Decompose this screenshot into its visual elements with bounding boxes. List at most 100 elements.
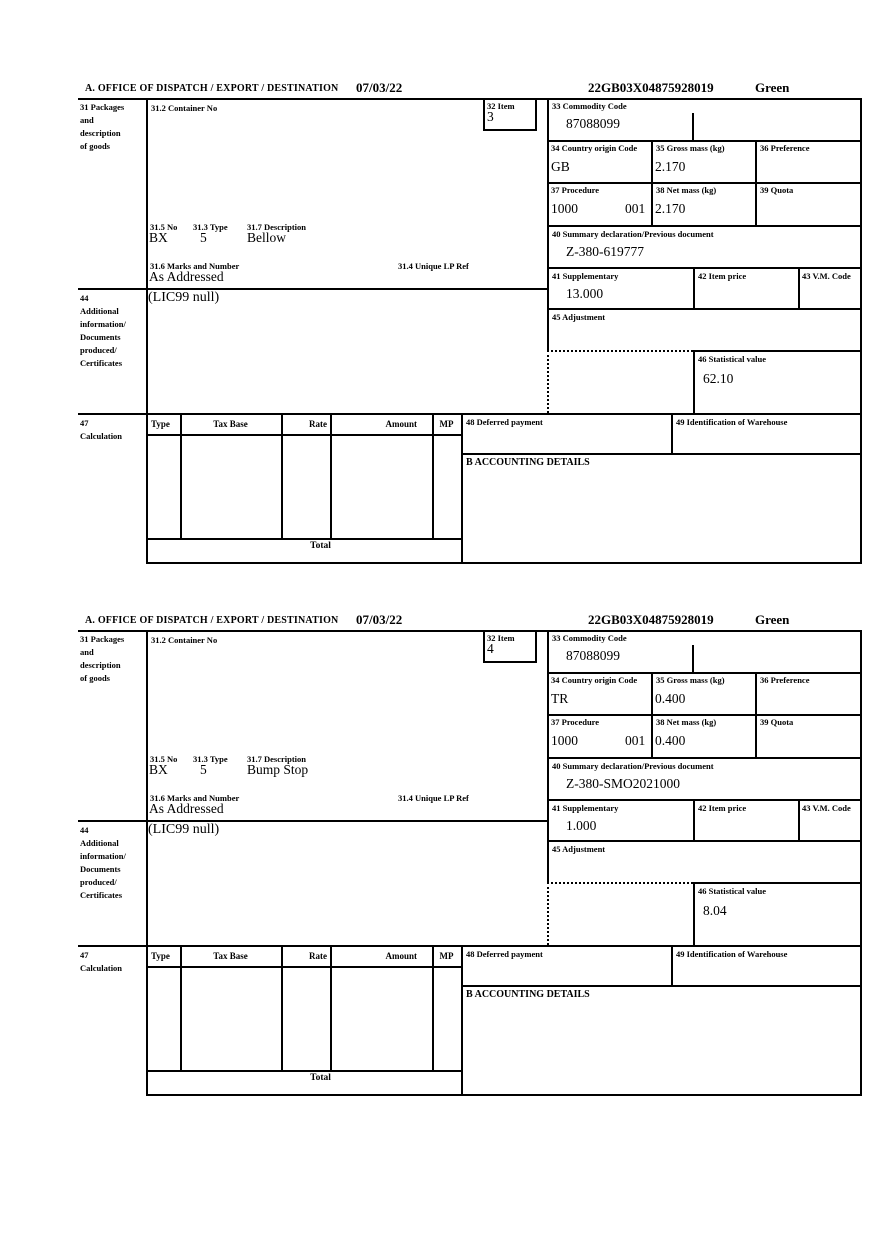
label-line: description [80, 660, 121, 670]
border-line [547, 714, 860, 716]
box42-item-price-label: 42 Item price [698, 271, 747, 281]
label-line: of goods [80, 673, 110, 683]
box36-preference-label: 36 Preference [760, 675, 810, 685]
box31-5-no-label: 31.5 No [150, 222, 178, 232]
border-line [78, 413, 860, 415]
border-line [692, 113, 694, 140]
label-line: produced/ [80, 345, 117, 355]
box37-procedure-suffix-value: 001 [625, 733, 646, 748]
box35-gross-mass-value: 0.400 [655, 691, 686, 706]
box32-item-value: 3 [487, 109, 494, 124]
box35-gross-mass-value: 2.170 [655, 159, 686, 174]
border-line [78, 288, 547, 290]
border-line [693, 882, 860, 884]
box31-3-type-label: 31.3 Type [193, 754, 228, 764]
label-line: Additional [80, 838, 119, 848]
calc-header-rate: Rate [309, 419, 327, 429]
box39-quota-label: 39 Quota [760, 185, 794, 195]
box37-procedure-value: 1000 [551, 201, 578, 216]
calc-header-type: Type [151, 951, 170, 961]
box47-calculation-label: 47 Calculation [80, 949, 122, 975]
border-line [860, 630, 862, 1094]
border-line [671, 945, 673, 985]
border-line [755, 672, 757, 757]
box34-country-origin-label: 34 Country origin Code [551, 143, 638, 153]
border-line [432, 413, 434, 538]
box40-previous-document-label: 40 Summary declaration/Previous document [552, 229, 714, 239]
border-line [78, 98, 860, 100]
box47-calculation-label: 47 Calculation [80, 417, 122, 443]
border-line [461, 945, 463, 1094]
box32-item-label: 32 Item [487, 101, 515, 111]
date-value: 07/03/22 [356, 612, 403, 627]
label-line: 31 Packages [80, 102, 125, 112]
label-line: 47 [80, 418, 89, 428]
package-no-value: BX [149, 230, 168, 245]
label-line: 47 [80, 950, 89, 960]
border-line [798, 267, 800, 308]
border-line [651, 140, 653, 225]
label-line: information/ [80, 851, 126, 861]
box31-5-no-label: 31.5 No [150, 754, 178, 764]
border-line [281, 413, 283, 538]
box40-previous-document-label: 40 Summary declaration/Previous document [552, 761, 714, 771]
box43-vm-code-label: 43 V.M. Code [802, 803, 851, 813]
box33-commodity-code-value: 87088099 [566, 116, 620, 131]
entry-number-value: 22GB03X04875928019 [588, 612, 714, 627]
border-line [78, 630, 860, 632]
label-line: Certificates [80, 358, 123, 368]
border-line [547, 98, 549, 350]
border-line [461, 413, 463, 562]
border-line [693, 350, 695, 413]
dotted-border-line [547, 882, 549, 945]
box33-commodity-code-label: 33 Commodity Code [552, 101, 627, 111]
box41-supplementary-label: 41 Supplementary [552, 271, 619, 281]
box34-country-origin-value: TR [551, 691, 569, 706]
box31-3-type-label: 31.3 Type [193, 222, 228, 232]
border-line [146, 1094, 862, 1096]
border-line [547, 140, 860, 142]
calc-header-mp: MP [439, 419, 454, 429]
box32-frame [483, 630, 537, 663]
box49-warehouse-label: 49 Identification of Warehouse [676, 417, 788, 427]
date-value: 07/03/22 [356, 80, 403, 95]
box43-vm-code-label: 43 V.M. Code [802, 271, 851, 281]
border-line [547, 182, 860, 184]
office-of-dispatch-label: A. OFFICE OF DISPATCH / EXPORT / DESTINA… [85, 83, 339, 94]
label-line: Documents [80, 332, 121, 342]
package-type-value: 5 [200, 230, 207, 245]
label-line: Documents [80, 864, 121, 874]
box31-7-description-label: 31.7 Description [247, 222, 307, 232]
border-line [330, 945, 332, 1070]
border-line [798, 799, 800, 840]
marks-and-number-value: As Addressed [149, 269, 224, 284]
border-line [547, 840, 860, 842]
box44-additional-info-label: 44 Additional information/ Documents pro… [80, 292, 126, 370]
calc-header-mp: MP [439, 951, 454, 961]
border-line [146, 630, 148, 1094]
box40-previous-document-value: Z-380-SMO2021000 [566, 776, 680, 791]
label-line: Calculation [80, 963, 123, 973]
calc-header-tax-base: Tax Base [213, 419, 248, 429]
box46-statistical-value: 62.10 [703, 371, 734, 386]
border-line [671, 413, 673, 453]
border-line [547, 225, 860, 227]
box31-6-marks-label: 31.6 Marks and Number [150, 261, 240, 271]
border-line [693, 267, 695, 308]
box46-statistical-value: 8.04 [703, 903, 727, 918]
box41-supplementary-value: 1.000 [566, 818, 597, 833]
package-type-value: 5 [200, 762, 207, 777]
calc-header-tax-base: Tax Base [213, 951, 248, 961]
label-line: Certificates [80, 890, 123, 900]
accounting-details-label: B ACCOUNTING DETAILS [466, 989, 590, 1000]
dotted-border-line [547, 350, 693, 352]
border-line [547, 630, 549, 882]
box31-2-container-no-label: 31.2 Container No [151, 103, 218, 113]
box33-commodity-code-value: 87088099 [566, 648, 620, 663]
calc-header-amount: Amount [385, 951, 417, 961]
box34-country-origin-value: GB [551, 159, 570, 174]
box31-7-description-label: 31.7 Description [247, 754, 307, 764]
border-line [692, 645, 694, 672]
label-line: description [80, 128, 121, 138]
